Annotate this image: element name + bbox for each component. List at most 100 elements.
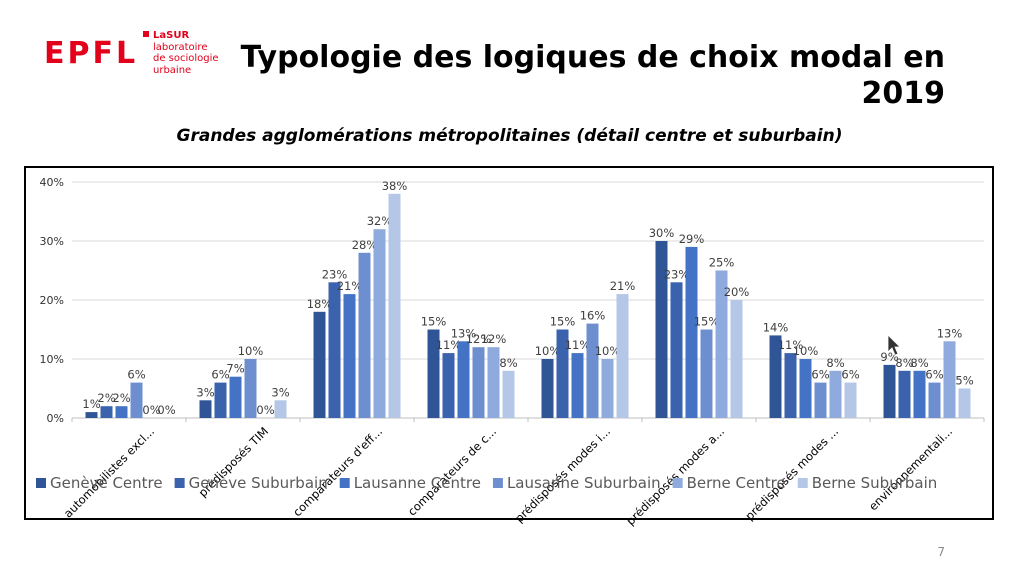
bar [943, 341, 956, 418]
bar [784, 353, 797, 418]
lab-line: urbaine [153, 64, 192, 76]
bar [700, 329, 713, 418]
bar [958, 388, 971, 418]
data-label: 6% [211, 368, 229, 382]
data-label: 8% [826, 356, 844, 370]
legend-label: Genève Centre [50, 474, 163, 492]
bar [457, 341, 470, 418]
data-label: 10% [793, 344, 819, 358]
bar [313, 311, 326, 418]
x-category-label: automobilistes excl... [61, 424, 157, 520]
data-label: 3% [271, 385, 289, 399]
bar [883, 364, 896, 418]
data-label: 25% [709, 256, 735, 270]
legend-swatch [174, 478, 185, 488]
data-label: 13% [451, 326, 477, 340]
legend-label: Lausanne Centre [354, 474, 481, 492]
bar [799, 359, 812, 418]
bar [130, 382, 143, 418]
lab-line: laboratoire [153, 41, 208, 53]
x-category-label: environnementali... [866, 424, 955, 513]
bar [928, 382, 941, 418]
bar [670, 282, 683, 418]
data-label: 11% [565, 338, 591, 352]
data-label: 10% [535, 344, 561, 358]
data-label: 16% [580, 309, 606, 323]
bar [343, 294, 356, 418]
bar [85, 412, 98, 418]
data-label: 2% [97, 391, 115, 405]
bar [829, 370, 842, 418]
data-label: 21% [337, 279, 363, 293]
lab-name-block: LaSUR laboratoire de sociologie urbaine [143, 30, 219, 76]
data-label: 38% [382, 179, 408, 193]
bar [601, 359, 614, 418]
legend-label: Genève Suburbain [189, 474, 328, 492]
data-label: 0% [256, 403, 274, 417]
bar [556, 329, 569, 418]
bar [115, 406, 128, 418]
data-label: 28% [352, 238, 378, 252]
bar [442, 353, 455, 418]
x-category-label: comparateurs de c... [405, 424, 499, 518]
bar [571, 353, 584, 418]
data-label: 1% [82, 397, 100, 411]
legend-swatch [36, 478, 46, 488]
lab-line: de sociologie [153, 53, 219, 64]
data-label: 15% [421, 315, 447, 329]
data-label: 10% [238, 344, 264, 358]
data-label: 23% [322, 267, 348, 281]
bar [541, 359, 554, 418]
data-label: 5% [955, 374, 973, 388]
data-label: 23% [664, 267, 690, 281]
data-label: 3% [196, 385, 214, 399]
data-label: 6% [841, 368, 859, 382]
bar [913, 370, 926, 418]
bar [388, 193, 401, 418]
legend-swatch [492, 478, 503, 488]
bar [655, 241, 668, 418]
legend-swatch [339, 478, 350, 488]
legend-swatch [672, 478, 683, 488]
data-label: 8% [499, 356, 517, 370]
bar [586, 323, 599, 418]
bar [100, 406, 113, 418]
bar [685, 246, 698, 418]
epfl-logo: EPFL [44, 36, 139, 71]
y-tick-label: 0% [47, 412, 64, 425]
data-label: 6% [127, 368, 145, 382]
bar [769, 335, 782, 418]
slide-title: Typologie des logiques de choix modal en… [240, 40, 945, 111]
legend-label: Berne Centre [687, 474, 786, 492]
data-label: 8% [910, 356, 928, 370]
data-label: 6% [811, 368, 829, 382]
x-category-label: comparateurs d'eff... [290, 424, 385, 519]
bar [502, 370, 515, 418]
y-tick-label: 10% [40, 353, 64, 366]
data-label: 10% [595, 344, 621, 358]
data-label: 30% [649, 226, 675, 240]
bar [730, 300, 743, 418]
bar [898, 370, 911, 418]
data-label: 12% [466, 332, 492, 346]
mouse-cursor-icon [887, 334, 901, 356]
data-label: 18% [307, 297, 333, 311]
bar [358, 252, 371, 418]
data-label: 2% [112, 391, 130, 405]
data-label: 0% [142, 403, 160, 417]
bar [199, 400, 212, 418]
data-label: 15% [550, 315, 576, 329]
y-tick-label: 40% [40, 176, 64, 189]
data-label: 11% [778, 338, 804, 352]
bar [373, 229, 386, 418]
data-label: 0% [157, 403, 175, 417]
bar [487, 347, 500, 418]
data-label: 6% [925, 368, 943, 382]
y-tick-label: 30% [40, 235, 64, 248]
page-number: 7 [937, 545, 945, 559]
bar [214, 382, 227, 418]
lab-name: LaSUR [153, 30, 190, 41]
data-label: 7% [226, 362, 244, 376]
chart-frame [24, 166, 994, 520]
